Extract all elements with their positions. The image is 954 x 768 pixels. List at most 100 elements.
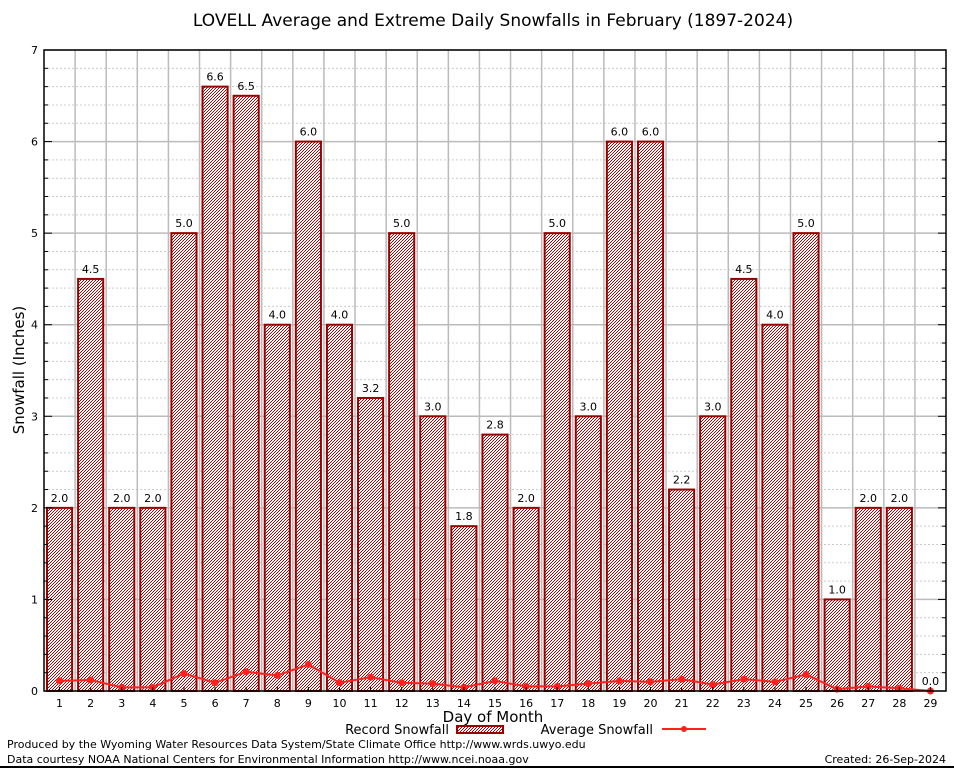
x-tick-label: 12 xyxy=(395,697,409,710)
bar-data-label: 4.0 xyxy=(331,309,349,322)
x-tick-label: 25 xyxy=(799,697,813,710)
x-tick-label: 15 xyxy=(488,697,502,710)
bar-record-day-5 xyxy=(170,232,198,692)
average-point-day-5 xyxy=(180,670,188,678)
footer-created-date: Created: 26-Sep-2024 xyxy=(824,753,946,766)
average-point-day-17 xyxy=(553,682,561,690)
bar-data-label: 3.2 xyxy=(362,382,380,395)
average-point-day-10 xyxy=(335,679,343,687)
bar-record-day-9 xyxy=(294,140,322,693)
bar-data-label: 0.0 xyxy=(922,675,940,688)
bar-data-label: 4.5 xyxy=(735,263,753,276)
average-point-day-16 xyxy=(522,682,530,690)
x-tick-label: 29 xyxy=(923,697,937,710)
x-tick-label: 18 xyxy=(581,697,595,710)
average-point-day-6 xyxy=(211,679,219,687)
average-point-day-1 xyxy=(56,677,64,685)
average-point-day-8 xyxy=(273,671,281,679)
x-tick-label: 26 xyxy=(830,697,844,710)
bar-record-day-15 xyxy=(481,433,509,692)
x-tick-label: 22 xyxy=(706,697,720,710)
x-tick-label: 4 xyxy=(149,697,156,710)
average-point-day-18 xyxy=(584,680,592,688)
bar-data-label: 2.2 xyxy=(673,474,691,487)
bar-record-day-8 xyxy=(263,323,291,692)
y-tick-label: 3 xyxy=(31,410,38,423)
bar-record-day-25 xyxy=(792,232,820,692)
y-tick-label: 7 xyxy=(31,44,38,57)
x-tick-label: 14 xyxy=(457,697,471,710)
average-point-day-11 xyxy=(367,673,375,681)
bar-record-day-28 xyxy=(885,506,913,692)
average-point-day-9 xyxy=(304,660,312,668)
x-tick-label: 19 xyxy=(612,697,626,710)
bar-record-day-27 xyxy=(854,506,882,692)
bar-record-day-7 xyxy=(232,94,260,693)
bar-data-label: 3.0 xyxy=(424,400,442,413)
y-tick-label: 2 xyxy=(31,502,38,515)
bar-record-day-20 xyxy=(636,140,665,693)
legend-label-record: Record Snowfall xyxy=(345,723,449,738)
bar-data-label: 4.5 xyxy=(82,263,100,276)
average-point-day-12 xyxy=(398,679,406,687)
average-point-day-21 xyxy=(678,675,686,683)
x-tick-label: 9 xyxy=(305,697,312,710)
bar-record-day-14 xyxy=(450,525,478,693)
bar-record-day-17 xyxy=(543,232,571,692)
legend-swatch-record xyxy=(456,725,504,734)
bar-record-day-10 xyxy=(325,323,354,692)
x-axis-label: Day of Month xyxy=(443,708,544,726)
bar-data-label: 6.0 xyxy=(642,126,660,139)
bar-data-label: 4.0 xyxy=(766,309,784,322)
x-tick-label: 27 xyxy=(861,697,875,710)
x-tick-label: 20 xyxy=(644,697,658,710)
x-tick-label: 1 xyxy=(56,697,63,710)
bar-record-day-26 xyxy=(823,598,851,693)
x-tick-label: 17 xyxy=(550,697,564,710)
bar-data-label: 2.0 xyxy=(51,492,69,505)
legend: Record Snowfall Average Snowfall xyxy=(345,723,706,738)
x-tick-label: 11 xyxy=(364,697,378,710)
y-tick-label: 0 xyxy=(31,685,38,698)
y-tick-label: 5 xyxy=(31,227,38,240)
bar-record-day-21 xyxy=(668,488,696,692)
footer-divider xyxy=(0,766,954,768)
x-tick-label: 3 xyxy=(118,697,125,710)
average-point-day-7 xyxy=(242,668,250,676)
bar-data-label: 2.0 xyxy=(891,492,909,505)
bar-data-label: 5.0 xyxy=(548,217,566,230)
bar-record-day-24 xyxy=(761,323,789,692)
bar-data-label: 6.0 xyxy=(611,126,629,139)
x-tick-label: 23 xyxy=(737,697,751,710)
bar-data-label: 2.0 xyxy=(113,492,131,505)
average-point-day-2 xyxy=(87,676,95,684)
bar-record-day-11 xyxy=(357,396,385,692)
bar-record-day-19 xyxy=(605,140,633,693)
x-tick-label: 6 xyxy=(212,697,219,710)
average-point-day-19 xyxy=(615,677,623,685)
legend-marker-average xyxy=(681,726,687,732)
bar-record-day-22 xyxy=(699,415,727,692)
bar-data-label: 2.0 xyxy=(144,492,162,505)
x-tick-label: 7 xyxy=(243,697,250,710)
bar-data-label: 6.6 xyxy=(206,71,224,84)
bar-data-label: 3.0 xyxy=(580,400,598,413)
bar-data-label: 3.0 xyxy=(704,400,722,413)
x-tick-label: 28 xyxy=(892,697,906,710)
average-point-day-27 xyxy=(864,682,872,690)
bar-record-day-13 xyxy=(419,415,447,692)
bar-data-label: 2.0 xyxy=(859,492,877,505)
y-tick-label: 6 xyxy=(31,136,38,149)
average-point-day-22 xyxy=(709,681,717,689)
y-tick-label: 1 xyxy=(31,593,38,606)
bar-data-label: 1.8 xyxy=(455,510,473,523)
x-tick-label: 16 xyxy=(519,697,533,710)
x-tick-label: 10 xyxy=(332,697,346,710)
bar-data-label: 6.0 xyxy=(300,126,318,139)
bar-record-day-3 xyxy=(108,506,136,692)
footer-data-source: Data courtesy NOAA National Centers for … xyxy=(7,753,529,766)
average-point-day-25 xyxy=(802,671,810,679)
x-tick-label: 5 xyxy=(180,697,187,710)
